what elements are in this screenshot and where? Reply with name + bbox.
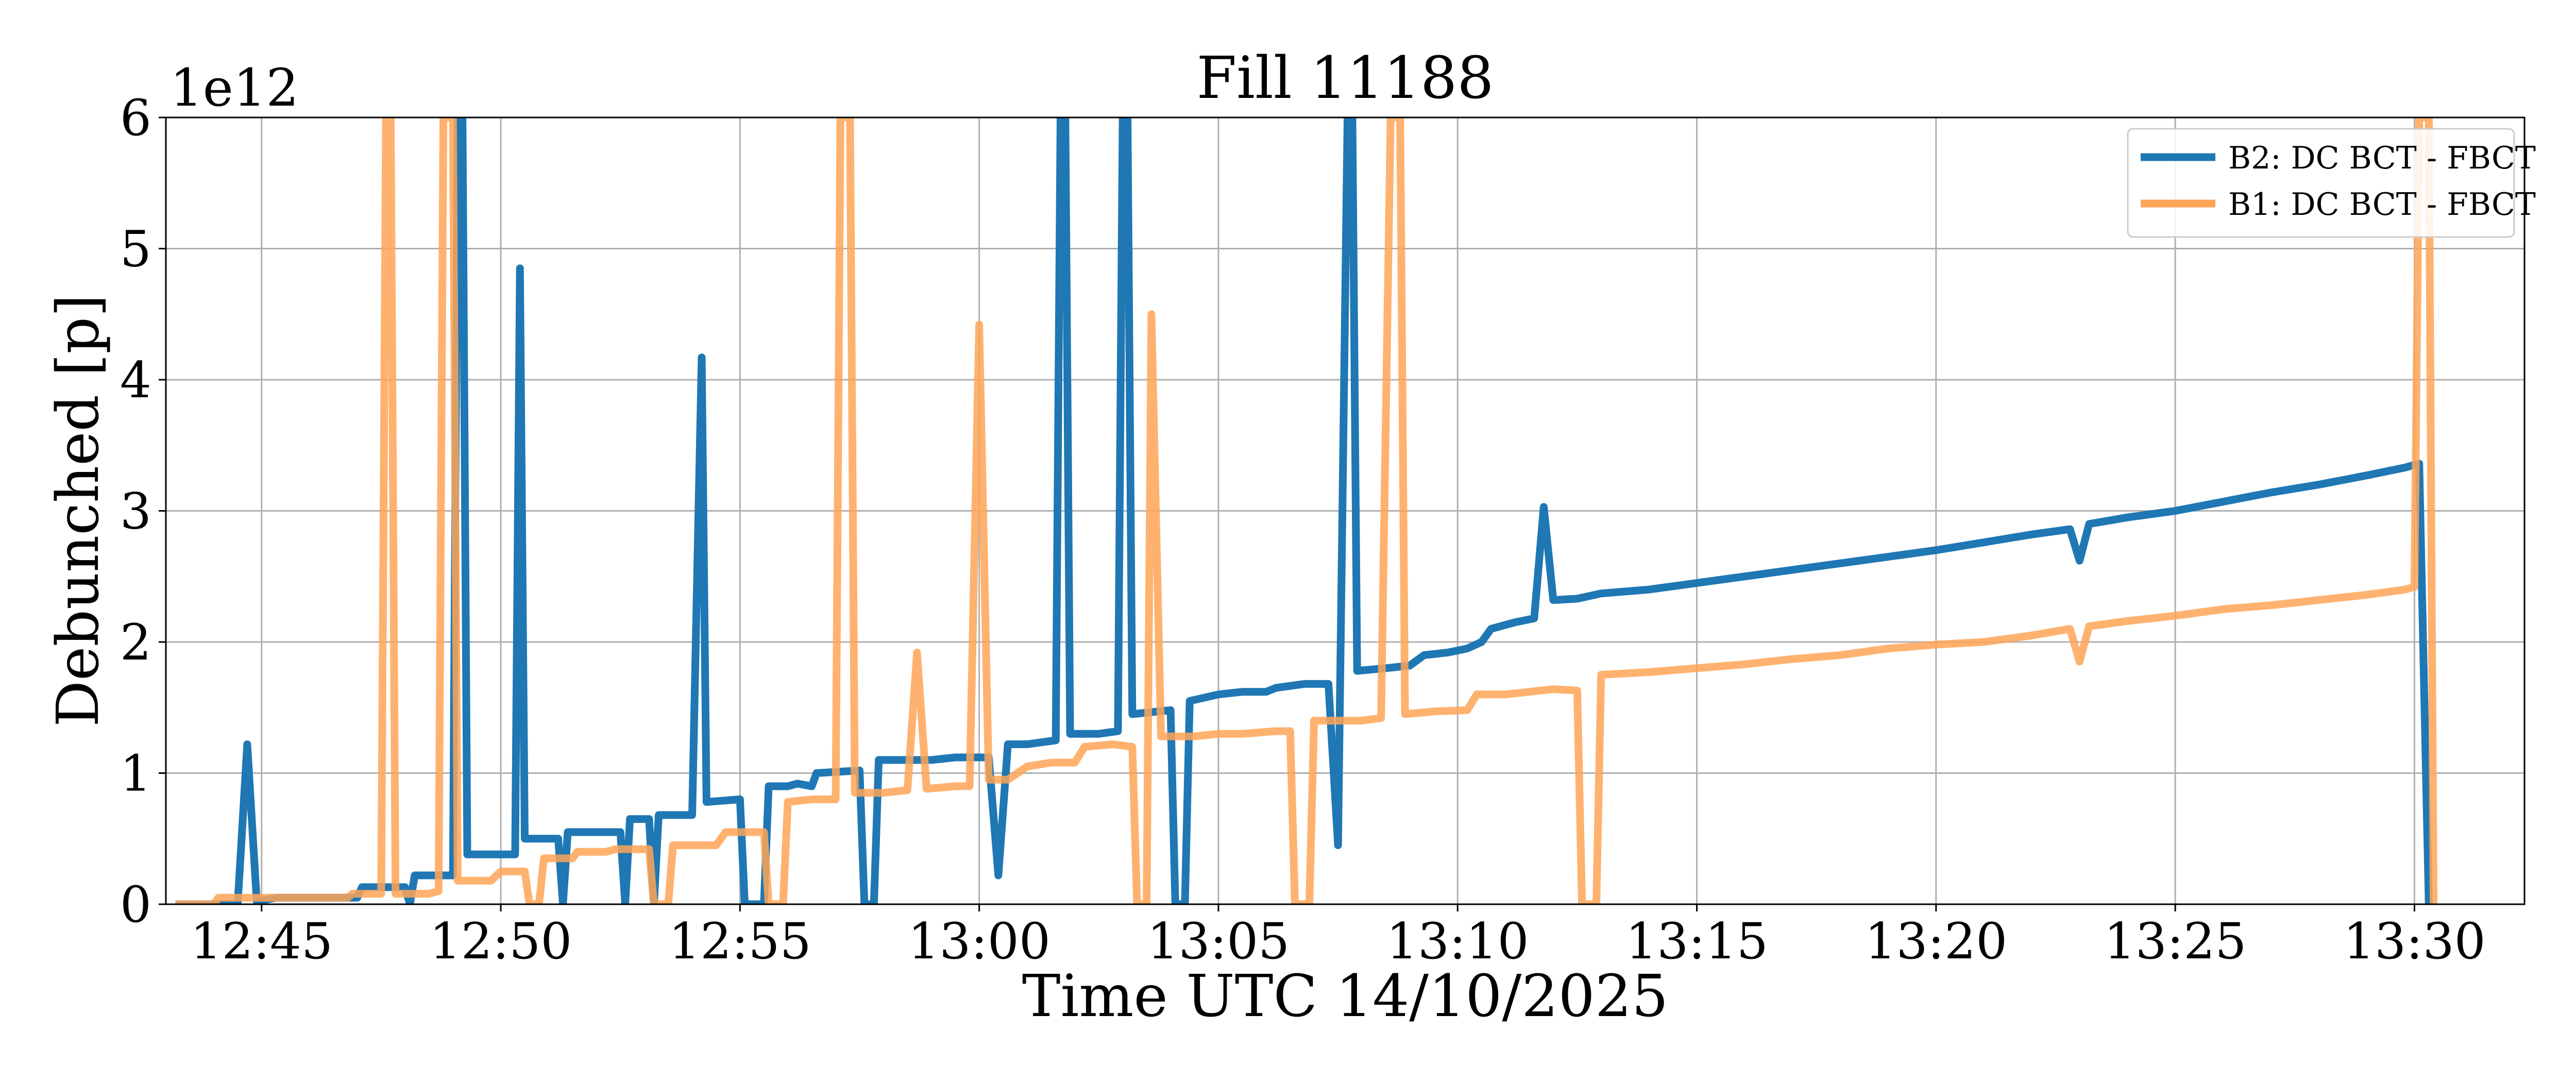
y-tick-label: 0 — [120, 876, 151, 934]
x-tick-label: 13:30 — [2343, 912, 2486, 970]
y-scale-label: 1e12 — [170, 58, 299, 118]
x-tick-label: 13:10 — [1386, 912, 1529, 970]
legend-label: B2: DC BCT - FBCT — [2228, 140, 2536, 176]
legend-box — [2127, 128, 2515, 238]
y-tick-label: 3 — [120, 483, 151, 540]
y-tick-label: 1 — [120, 745, 151, 803]
chart-title: Fill 11188 — [1196, 45, 1494, 112]
x-tick-label: 13:00 — [908, 912, 1050, 970]
x-tick-label: 13:20 — [1865, 912, 2007, 970]
y-tick-label: 6 — [120, 89, 151, 147]
x-axis-label: Time UTC 14/10/2025 — [1022, 963, 1669, 1030]
x-tick-label: 12:45 — [190, 912, 333, 970]
y-tick-label: 4 — [120, 351, 151, 409]
x-tick-label: 12:50 — [430, 912, 572, 970]
x-tick-label: 12:55 — [669, 912, 811, 970]
x-tick-label: 13:25 — [2104, 912, 2247, 970]
legend-label: B1: DC BCT - FBCT — [2228, 187, 2536, 223]
x-tick-label: 13:05 — [1147, 912, 1290, 970]
y-axis-label: Debunched [p] — [45, 294, 112, 727]
y-tick-label: 2 — [120, 614, 151, 671]
legend: B2: DC BCT - FBCT B1: DC BCT - FBCT — [2127, 128, 2536, 238]
x-axis-ticks: 12:45 12:50 12:55 13:00 13:05 13:10 13:15 13:20… — [190, 904, 2486, 970]
y-tick-label: 5 — [120, 221, 151, 278]
series-line-b2 — [175, 117, 2433, 904]
x-tick-label: 13:15 — [1625, 912, 1768, 970]
series-layer — [175, 117, 2438, 904]
series-line-b1 — [175, 117, 2438, 904]
y-axis-ticks: 0 1 2 3 4 5 6 — [120, 89, 166, 934]
